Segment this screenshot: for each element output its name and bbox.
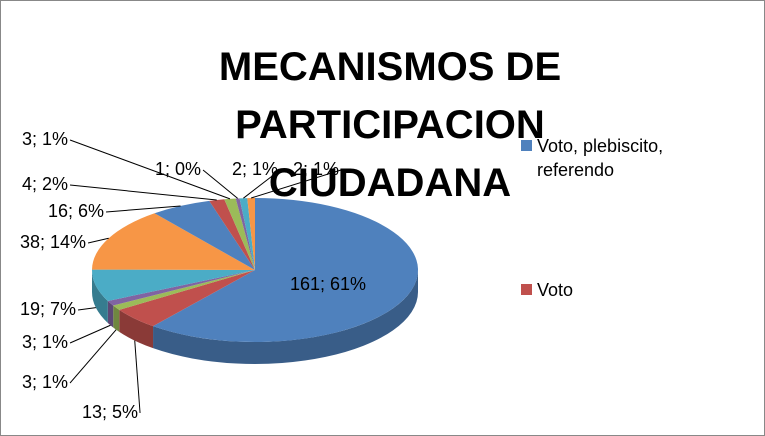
leader-line <box>69 329 117 384</box>
slice-side <box>113 305 120 332</box>
leader-line <box>69 324 111 344</box>
data-label: 16; 6% <box>48 201 104 221</box>
legend-marker <box>521 284 532 295</box>
data-label: 3; 1% <box>22 372 68 392</box>
legend-label: Voto <box>537 280 574 300</box>
leader-line <box>77 307 96 311</box>
data-label: 38; 14% <box>20 232 86 252</box>
legend-marker <box>521 140 532 151</box>
data-label: 4; 2% <box>22 174 68 194</box>
slice <box>209 199 255 270</box>
slice-side <box>153 270 419 364</box>
leader-line <box>69 139 231 200</box>
chart-title: MECANISMOS DE PARTICIPACION CIUDADANA <box>218 45 562 205</box>
data-label: 161; 61% <box>290 274 366 294</box>
slice <box>113 270 255 310</box>
slice <box>224 198 255 270</box>
slice <box>153 198 418 342</box>
slice <box>119 270 255 327</box>
leader-line <box>243 169 281 199</box>
legend-label: Voto, plebiscito, referendo <box>537 136 664 180</box>
data-label: 3; 1% <box>22 332 68 352</box>
slice <box>92 269 255 301</box>
slice <box>154 200 255 270</box>
slice-side <box>107 300 114 328</box>
data-label: 13; 5% <box>82 402 138 422</box>
leader-line <box>250 169 342 199</box>
leader-line <box>106 205 181 213</box>
data-label: 2; 1% <box>232 159 278 179</box>
slice <box>235 198 255 270</box>
data-label: 1; 0% <box>155 159 201 179</box>
slice <box>247 198 255 270</box>
data-label: 19; 7% <box>20 299 76 319</box>
slice <box>239 198 255 270</box>
leader-line <box>87 237 109 244</box>
slice <box>92 213 255 270</box>
slice <box>107 270 255 306</box>
leader-line <box>134 340 141 414</box>
leader-line <box>202 169 238 199</box>
slice-side <box>119 309 154 349</box>
leader-line <box>69 184 217 201</box>
data-label: 3; 1% <box>22 129 68 149</box>
slice-side <box>92 270 108 323</box>
